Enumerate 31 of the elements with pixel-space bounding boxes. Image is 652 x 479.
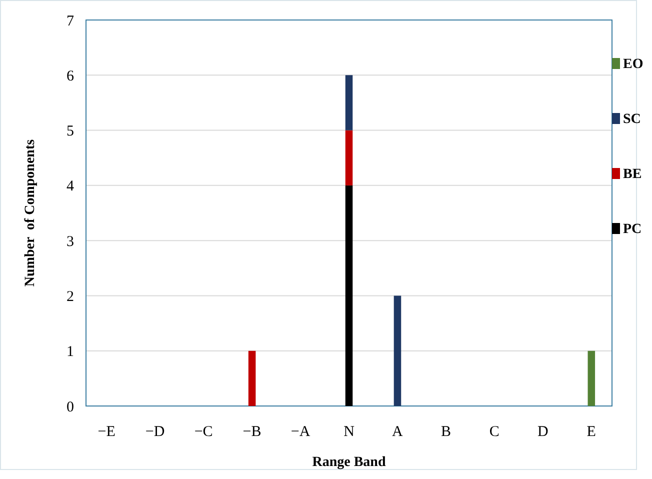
- legend-label: BE: [623, 167, 642, 182]
- x-tick-label: −A: [290, 424, 310, 440]
- x-tick-label: −E: [98, 424, 116, 440]
- y-tick-label: 6: [66, 68, 74, 84]
- x-tick-label: A: [392, 424, 404, 440]
- bar: [345, 75, 353, 130]
- y-tick-label: 7: [66, 13, 74, 30]
- x-axis-title: Range Band: [312, 455, 386, 470]
- legend-label: PC: [623, 222, 642, 237]
- y-tick-label: 3: [66, 234, 74, 250]
- y-tick-label: 2: [66, 288, 74, 305]
- bar: [588, 350, 596, 406]
- y-tick-label: 0: [66, 399, 74, 416]
- x-tick-label: D: [537, 424, 548, 440]
- x-tick-label: −C: [194, 424, 213, 440]
- legend-label: EO: [623, 57, 644, 72]
- bar: [394, 296, 402, 406]
- y-tick-label: 1: [66, 344, 74, 360]
- x-tick-label: B: [440, 424, 451, 440]
- y-tick-label: 4: [66, 178, 74, 195]
- bar: [345, 130, 353, 186]
- legend-label: SC: [623, 112, 641, 127]
- x-tick-label: −B: [242, 424, 262, 440]
- bar: [345, 185, 353, 406]
- x-tick-label: C: [489, 424, 500, 440]
- x-tick-label: −D: [145, 424, 165, 440]
- y-axis-title: Number of Components: [23, 138, 38, 287]
- x-tick-label: E: [586, 424, 596, 440]
- bar: [248, 350, 256, 406]
- y-tick-label: 5: [66, 124, 74, 140]
- x-tick-label: N: [344, 424, 355, 440]
